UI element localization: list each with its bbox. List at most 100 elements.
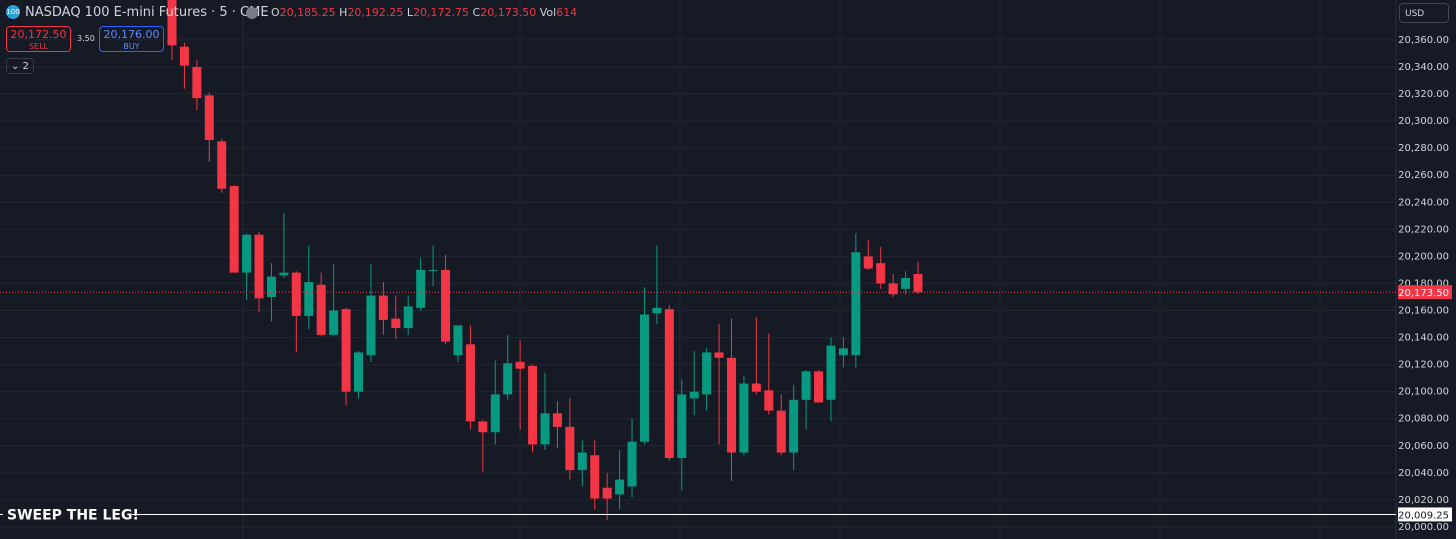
candle-body bbox=[565, 426, 575, 471]
candle-body bbox=[789, 399, 799, 453]
candle-body bbox=[515, 361, 525, 369]
price-tag bbox=[1398, 285, 1452, 300]
symbol-badge: 100 bbox=[6, 5, 20, 19]
buy-button[interactable]: 20,176.00 BUY bbox=[99, 26, 164, 52]
candle-body bbox=[801, 371, 811, 400]
candle-body bbox=[391, 318, 401, 329]
collapse-button[interactable]: ⌄ 2 bbox=[6, 58, 34, 74]
candle-body bbox=[652, 307, 662, 314]
o-value: 20,185.25 bbox=[279, 6, 336, 19]
candle-body bbox=[540, 413, 550, 445]
ohlc: O20,185.25 H20,192.25 L20,172.75 C20,173… bbox=[271, 6, 577, 19]
candle-body bbox=[329, 310, 339, 335]
candle-body bbox=[304, 282, 314, 316]
currency: USD bbox=[1405, 9, 1425, 19]
c-value: 20,173.50 bbox=[480, 6, 537, 19]
candle-body bbox=[378, 295, 388, 320]
candle-body bbox=[403, 306, 413, 329]
candle-body bbox=[838, 348, 848, 356]
candle-body bbox=[217, 141, 227, 189]
y-tick-label: 20,220.00 bbox=[1398, 224, 1449, 235]
collapse-count: 2 bbox=[22, 61, 29, 72]
y-tick-label: 20,060.00 bbox=[1398, 441, 1449, 452]
c-label: C bbox=[472, 6, 481, 19]
buy-label: BUY bbox=[123, 42, 140, 51]
candle-body bbox=[416, 269, 426, 308]
candle-body bbox=[366, 295, 376, 356]
candle-body bbox=[826, 345, 836, 400]
hide-button[interactable] bbox=[246, 7, 258, 19]
candle-body bbox=[453, 325, 463, 356]
candle-body bbox=[428, 269, 438, 271]
l-label: L bbox=[406, 6, 414, 19]
price-tag bbox=[1398, 507, 1452, 522]
candle-body bbox=[913, 273, 923, 293]
price-tag-label: 20,009.25 bbox=[1398, 510, 1449, 521]
candle-body bbox=[316, 284, 326, 335]
symbol-title[interactable]: NASDAQ 100 E-mini Futures · 5 · CME bbox=[25, 5, 269, 20]
candle-body bbox=[266, 276, 276, 297]
y-tick-label: 20,260.00 bbox=[1398, 170, 1449, 181]
candle-body bbox=[242, 234, 252, 273]
candle-body bbox=[441, 269, 451, 342]
candle-body bbox=[888, 283, 898, 295]
y-tick-label: 20,240.00 bbox=[1398, 197, 1449, 208]
candle-body bbox=[615, 479, 625, 495]
y-tick-label: 20,000.00 bbox=[1398, 522, 1449, 533]
candle-body bbox=[751, 383, 761, 392]
candle-body bbox=[279, 272, 289, 276]
candle-body bbox=[354, 352, 363, 392]
candle-body bbox=[764, 390, 774, 411]
candle-body bbox=[739, 383, 749, 453]
candle-body bbox=[490, 394, 500, 433]
candle-body bbox=[689, 391, 699, 399]
y-tick-label: 20,340.00 bbox=[1398, 62, 1449, 73]
y-tick-label: 20,200.00 bbox=[1398, 251, 1449, 262]
h-value: 20,192.25 bbox=[347, 6, 404, 19]
candle-body bbox=[639, 314, 649, 442]
candle-body bbox=[528, 365, 538, 445]
candle-body bbox=[478, 421, 488, 433]
candle-body bbox=[590, 455, 600, 499]
candle-body bbox=[876, 263, 886, 284]
candle-body bbox=[291, 272, 301, 316]
candle-body bbox=[341, 309, 351, 392]
candle-body bbox=[901, 278, 911, 289]
y-tick-label: 20,360.00 bbox=[1398, 35, 1449, 46]
candle-body bbox=[229, 186, 239, 273]
o-label: O bbox=[271, 6, 280, 19]
y-tick-label: 20,160.00 bbox=[1398, 305, 1449, 316]
candle-body bbox=[577, 452, 587, 471]
currency-select[interactable]: USD bbox=[1399, 3, 1449, 23]
l-value: 20,172.75 bbox=[413, 6, 470, 19]
candle-body bbox=[863, 256, 873, 269]
price-line-text: SWEEP THE LEG! bbox=[7, 507, 139, 523]
candle-body bbox=[179, 46, 189, 66]
sell-button[interactable]: 20,172.50 SELL bbox=[6, 26, 71, 52]
candle-body bbox=[714, 352, 724, 358]
y-tick-label: 20,080.00 bbox=[1398, 414, 1449, 425]
y-tick-label: 20,040.00 bbox=[1398, 468, 1449, 479]
y-tick-label: 20,180.00 bbox=[1398, 278, 1449, 289]
candle-body bbox=[465, 344, 475, 422]
candle-body bbox=[503, 363, 513, 395]
vol-label: Vol bbox=[539, 6, 557, 19]
candle-body bbox=[677, 394, 687, 458]
candle-body bbox=[627, 441, 637, 487]
candle-body bbox=[167, 0, 177, 46]
y-tick-label: 20,320.00 bbox=[1398, 89, 1449, 100]
candle-body bbox=[664, 309, 674, 458]
candle-body bbox=[702, 352, 712, 395]
candle-body bbox=[851, 252, 861, 356]
y-tick-label: 20,300.00 bbox=[1398, 116, 1449, 127]
candle-body bbox=[204, 95, 214, 141]
candle-body bbox=[192, 66, 202, 99]
y-tick-label: 20,020.00 bbox=[1398, 495, 1449, 506]
sell-label: SELL bbox=[28, 42, 49, 51]
candle-body bbox=[814, 371, 824, 403]
h-label: H bbox=[339, 6, 348, 19]
y-tick-label: 20,120.00 bbox=[1398, 360, 1449, 371]
y-tick-label: 20,100.00 bbox=[1398, 387, 1449, 398]
